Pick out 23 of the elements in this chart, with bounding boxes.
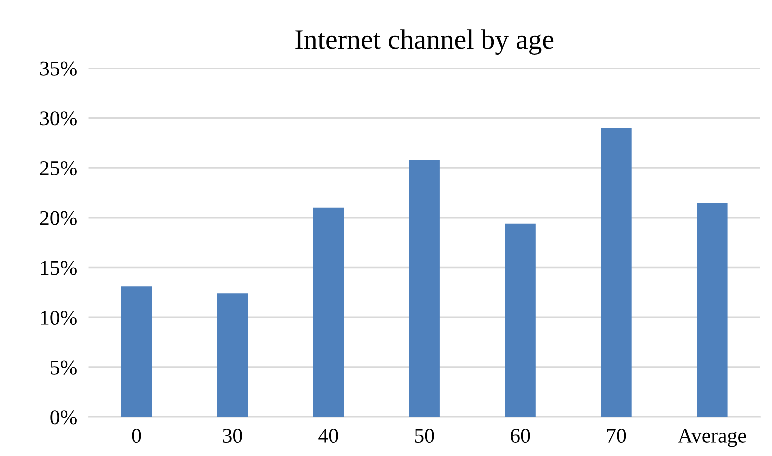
y-tick-label: 30% [40, 112, 77, 126]
x-tick-label: 60 [511, 428, 530, 444]
y-tick-label: 0% [50, 410, 77, 425]
y-tick-label: 35% [40, 62, 77, 76]
chart-title: Internet channel by age [296, 30, 554, 55]
x-tick-label: 50 [415, 428, 434, 444]
bar [697, 202, 728, 418]
x-tick-label: 70 [607, 428, 626, 444]
x-tick-label: 40 [318, 428, 338, 444]
y-tick-label: 25% [40, 161, 77, 176]
bar [217, 294, 248, 418]
x-tick-label: 0 [132, 428, 142, 444]
x-tick-label: 30 [223, 428, 242, 444]
y-tick-label: 5% [51, 360, 77, 375]
y-tick-label: 15% [41, 261, 77, 276]
y-tick-label: 20% [40, 211, 77, 226]
bar [409, 160, 440, 418]
bar [601, 128, 632, 418]
bar [121, 286, 152, 418]
bar [313, 208, 344, 418]
bar [505, 224, 536, 418]
x-tick-label: Average [678, 428, 746, 448]
y-tick-label: 10% [41, 310, 77, 326]
